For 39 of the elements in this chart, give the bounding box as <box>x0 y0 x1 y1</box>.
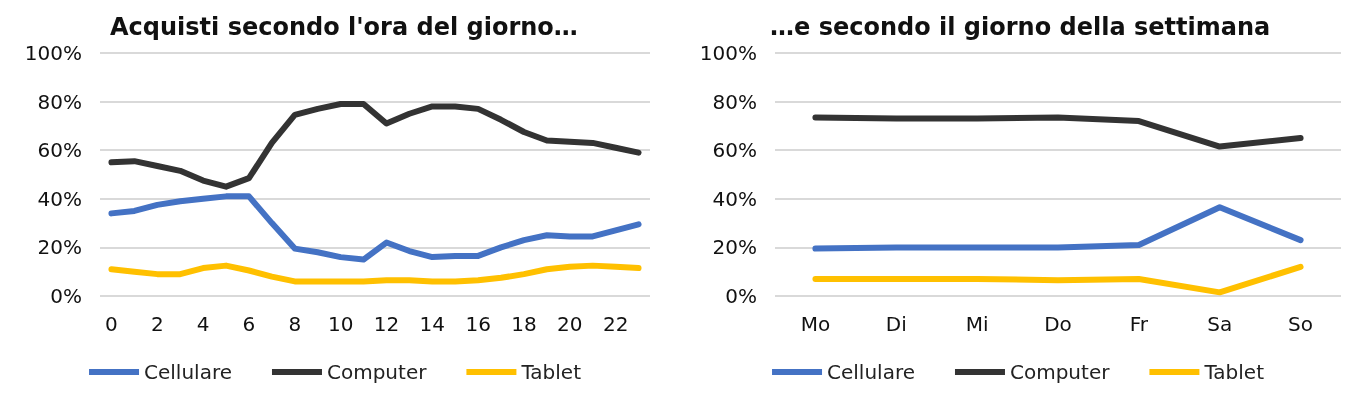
x-tick-label: 0 <box>105 312 118 336</box>
x-tick-label: 10 <box>327 312 354 336</box>
legend-label: Tablet <box>520 360 582 384</box>
y-tick-label: 80% <box>712 89 757 114</box>
x-tick-label: Mo <box>800 312 831 336</box>
x-tick-label: 14 <box>419 312 446 336</box>
x-tick-label: 20 <box>557 312 583 336</box>
y-tick-label: 100% <box>699 41 757 65</box>
x-tick-label: 4 <box>196 312 210 336</box>
y-tick-label: 60% <box>712 138 757 163</box>
x-tick-label: Mi <box>965 312 989 336</box>
y-tick-label: 20% <box>37 235 82 260</box>
legend-label: Cellulare <box>827 360 915 384</box>
x-tick-label: 18 <box>511 312 537 336</box>
x-tick-label: Di <box>885 312 907 336</box>
y-tick-label: 0% <box>50 284 82 308</box>
legend-label: Cellulare <box>144 360 232 384</box>
legend-label: Computer <box>326 360 428 384</box>
y-tick-label: 100% <box>24 41 82 65</box>
y-tick-label: 20% <box>712 235 757 260</box>
legend-label: Tablet <box>1203 360 1265 384</box>
chart-title: Acquisti secondo l'ora del giorno… <box>110 13 578 41</box>
y-tick-label: 40% <box>37 186 82 211</box>
chart-title: …e secondo il giorno della settimana <box>770 13 1271 41</box>
x-tick-label: 16 <box>465 312 491 336</box>
x-tick-label: 12 <box>373 312 400 336</box>
x-tick-label: 22 <box>602 312 629 336</box>
x-tick-label: Do <box>1044 312 1072 336</box>
x-tick-label: So <box>1288 312 1314 336</box>
y-tick-label: 0% <box>725 284 757 308</box>
x-tick-label: 8 <box>288 312 302 336</box>
y-tick-label: 80% <box>37 89 82 114</box>
legend-label: Computer <box>1009 360 1111 384</box>
x-tick-label: Sa <box>1207 312 1233 336</box>
y-tick-label: 40% <box>712 186 757 211</box>
y-tick-label: 60% <box>37 138 82 163</box>
x-tick-label: Fr <box>1129 312 1149 336</box>
x-tick-label: 6 <box>242 312 256 336</box>
x-tick-label: 2 <box>150 312 164 336</box>
